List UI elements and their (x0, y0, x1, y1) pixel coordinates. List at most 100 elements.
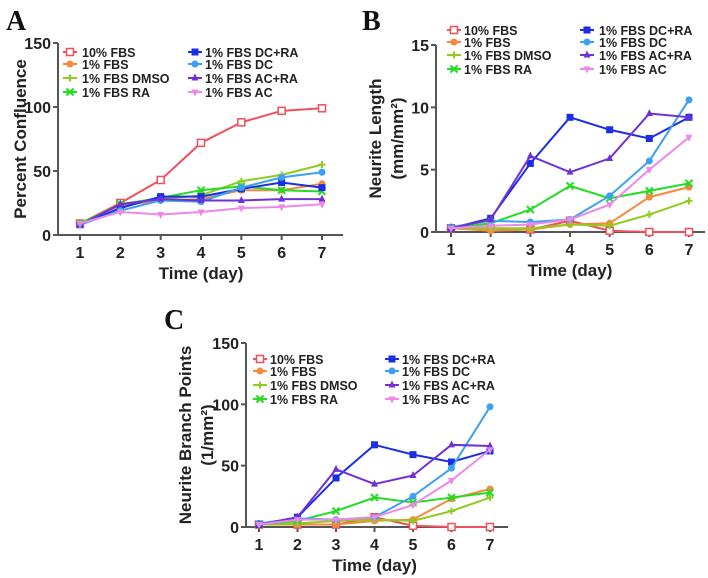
y-axis-title-units: (1/mm²) (198, 404, 217, 465)
data-point (278, 204, 286, 212)
data-point (197, 195, 205, 203)
data-point (645, 227, 654, 237)
legend-label: 1% FBS DMSO (464, 49, 552, 63)
legend-entry: 1% FBS DMSO (63, 72, 170, 86)
legend-marker (255, 394, 265, 404)
series-line (450, 136, 690, 230)
data-point (278, 179, 286, 187)
data-point (318, 184, 326, 192)
legend-marker (65, 47, 75, 57)
legend-marker (191, 73, 199, 81)
data-point (318, 161, 326, 169)
data-point (196, 185, 206, 195)
data-point (645, 186, 654, 196)
legend-entry: 1% FBS (253, 365, 317, 379)
legend-label: 1% FBS AC (402, 393, 470, 407)
data-point (606, 222, 614, 230)
data-point (684, 227, 694, 237)
legend-marker (65, 87, 75, 97)
series-1-fbs-dmso (255, 494, 494, 529)
x-axis-title: Time (day) (528, 261, 613, 280)
legend-label: 1% FBS (270, 365, 317, 379)
legend-entry: 1% FBS AC (188, 86, 273, 100)
x-tick-label: 4 (566, 242, 575, 259)
data-point (370, 493, 379, 502)
data-point (526, 151, 534, 159)
data-point (486, 441, 494, 449)
legend-marker (583, 66, 591, 74)
data-point (447, 493, 456, 502)
legend-label: 1% FBS AC (205, 86, 273, 100)
legend-label: 1% FBS DC+RA (599, 24, 692, 38)
y-axis-title-units: (mm/mm²) (388, 97, 407, 179)
data-point (371, 479, 378, 487)
y-tick-label: 0 (42, 228, 51, 245)
legend-entry: 1% FBS DC+RA (580, 24, 692, 38)
x-tick-label: 3 (332, 537, 341, 554)
data-point (237, 195, 245, 203)
legend-label: 1% FBS AC+RA (205, 72, 298, 86)
data-point (684, 179, 694, 188)
data-point (197, 209, 205, 217)
legend-entry: 10% FBS (447, 24, 518, 38)
data-point (409, 502, 417, 510)
legend-entry: 1% FBS DC+RA (385, 353, 495, 367)
legend-label: 1% FBS DC+RA (402, 353, 495, 367)
legend-label: 1% FBS RA (464, 63, 532, 77)
legend-marker (191, 89, 199, 97)
data-point (278, 173, 286, 181)
legend-marker (256, 367, 264, 375)
legend-marker (450, 38, 458, 46)
y-tick-label: 150 (24, 36, 51, 53)
legend-entry: 1% FBS DC (580, 36, 667, 50)
data-point (409, 492, 417, 500)
data-point (371, 441, 378, 449)
y-tick-label: 150 (212, 336, 239, 353)
legend-marker (449, 64, 459, 74)
data-point (526, 205, 535, 214)
data-point (156, 175, 165, 185)
x-tick-label: 2 (116, 245, 125, 262)
x-tick-label: 3 (156, 245, 165, 262)
legend-label: 1% FBS DC+RA (205, 46, 298, 60)
legend-label: 1% FBS AC (599, 63, 667, 77)
data-point (448, 464, 455, 472)
data-point (487, 215, 495, 223)
data-point (409, 517, 417, 525)
legend-marker (66, 74, 74, 82)
legend-label: 1% FBS DC (205, 58, 273, 72)
series-1-fbs-ac-ra (447, 109, 693, 231)
data-point (685, 197, 693, 205)
legend-marker (388, 396, 396, 404)
data-point (278, 194, 286, 202)
series-1-fbs-ac (255, 447, 494, 530)
data-point (409, 470, 417, 478)
legend-entry: 1% FBS DC+RA (188, 46, 298, 60)
data-point (566, 217, 574, 225)
legend-label: 10% FBS (464, 24, 518, 38)
legend-marker (191, 60, 199, 68)
data-point (237, 118, 246, 127)
legend-marker (388, 367, 396, 375)
data-point (566, 167, 574, 175)
data-point (606, 202, 614, 210)
legend-marker (388, 380, 396, 388)
data-point (566, 113, 574, 121)
data-point (196, 138, 206, 148)
legend-marker (450, 51, 458, 59)
data-point (485, 488, 495, 497)
y-tick-label: 50 (221, 459, 239, 476)
x-tick-label: 6 (447, 537, 456, 554)
x-tick-label: 3 (526, 242, 535, 259)
legend-label: 1% FBS DMSO (82, 72, 170, 86)
x-tick-label: 1 (76, 245, 85, 262)
x-tick-label: 7 (318, 245, 327, 262)
legend-marker (256, 381, 264, 389)
legend-entry: 1% FBS AC+RA (385, 379, 495, 393)
y-axis-title: Neurite Branch Points (176, 346, 195, 525)
legend-entry: 10% FBS (253, 353, 324, 367)
x-tick-label: 1 (447, 242, 456, 259)
chart-panel-b: B 0 5 10 15 1 2 3 4 5 6 7 Time (day) Neurite Length (m… (362, 6, 705, 280)
